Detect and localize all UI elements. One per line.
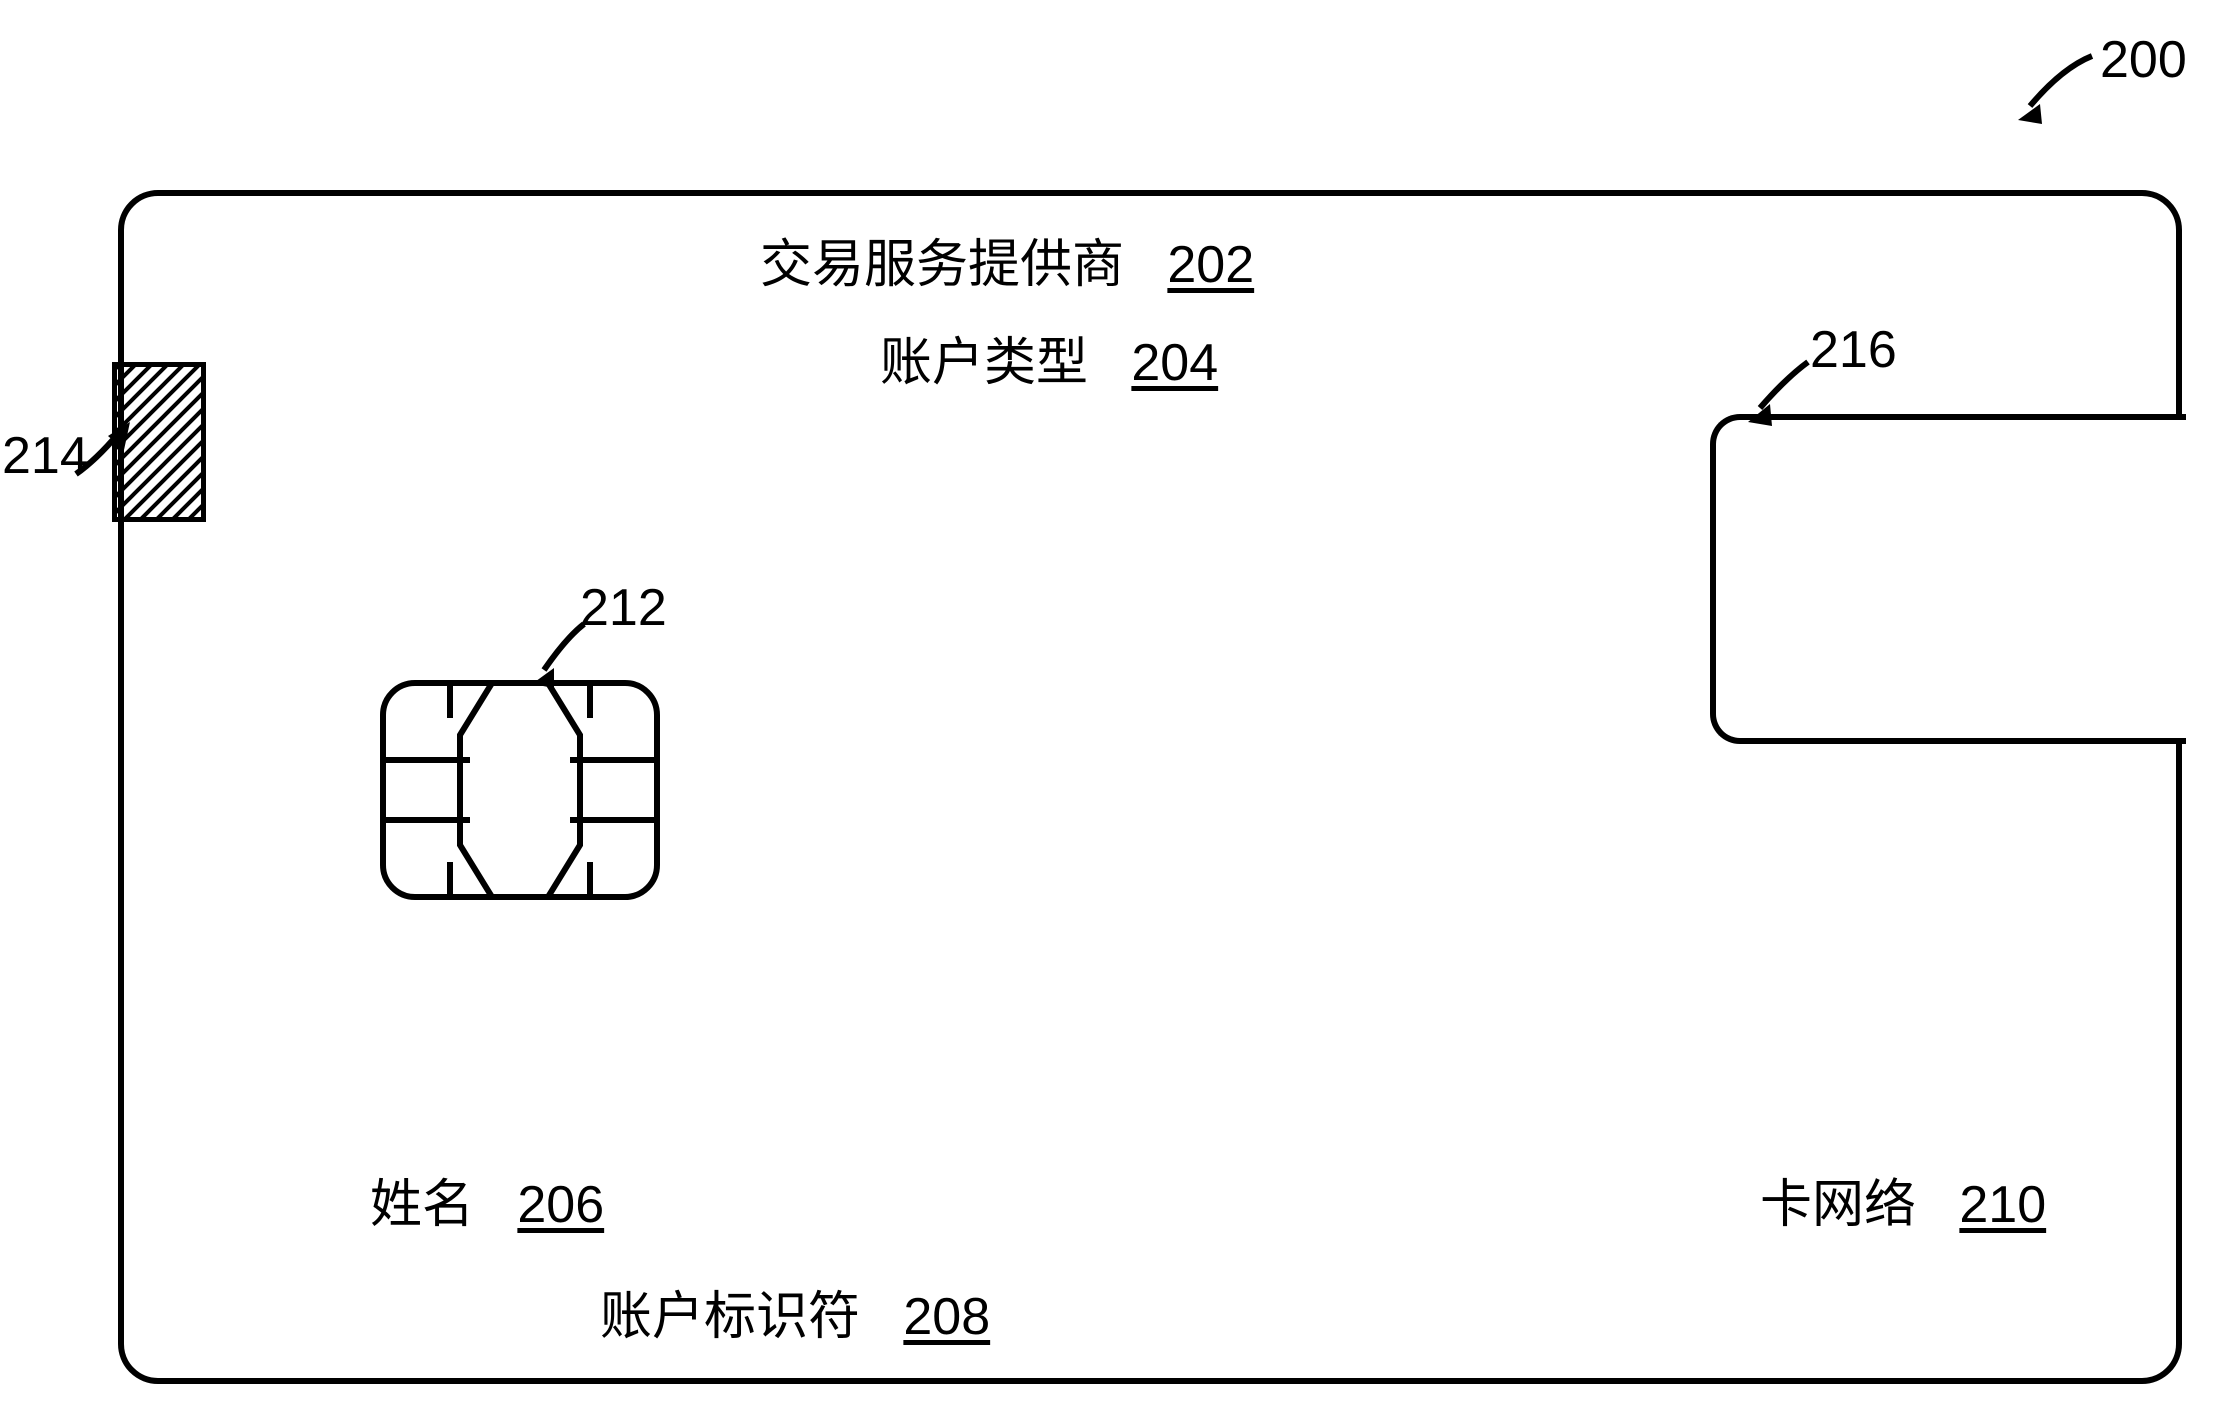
account-type-ref: 204 [1131,334,1218,392]
cutout-mask [2176,420,2188,738]
network-text: 卡网络 [1760,1176,1916,1234]
cutout-216 [1710,414,2186,744]
ref-214-arrow-icon [68,416,138,486]
network-ref: 210 [1959,1176,2046,1234]
ref-212-arrow-icon [524,618,594,690]
name-label: 姓名 206 [370,1162,604,1237]
provider-ref: 202 [1167,236,1254,294]
network-label: 卡网络 210 [1760,1162,2046,1237]
ref-216-text: 216 [1810,321,1897,379]
account-type-label: 账户类型 204 [880,320,1218,395]
account-id-ref: 208 [903,1288,990,1346]
ref-216-arrow-icon [1740,356,1818,430]
ref-216-label: 216 [1810,320,1897,380]
ref-200-label: 200 [2100,30,2187,90]
ref-200-arrow-icon [2012,50,2098,126]
account-type-text: 账户类型 [880,334,1088,392]
provider-label: 交易服务提供商 202 [760,222,1254,297]
chip-icon [380,680,660,900]
provider-text: 交易服务提供商 [760,236,1124,294]
diagram-canvas: 交易服务提供商 202 账户类型 204 姓名 206 账户标识符 208 卡网… [0,0,2218,1410]
account-id-text: 账户标识符 [600,1288,860,1346]
account-id-label: 账户标识符 208 [600,1274,990,1349]
ref-200-text: 200 [2100,31,2187,89]
name-ref: 206 [517,1176,604,1234]
name-text: 姓名 [370,1176,474,1234]
